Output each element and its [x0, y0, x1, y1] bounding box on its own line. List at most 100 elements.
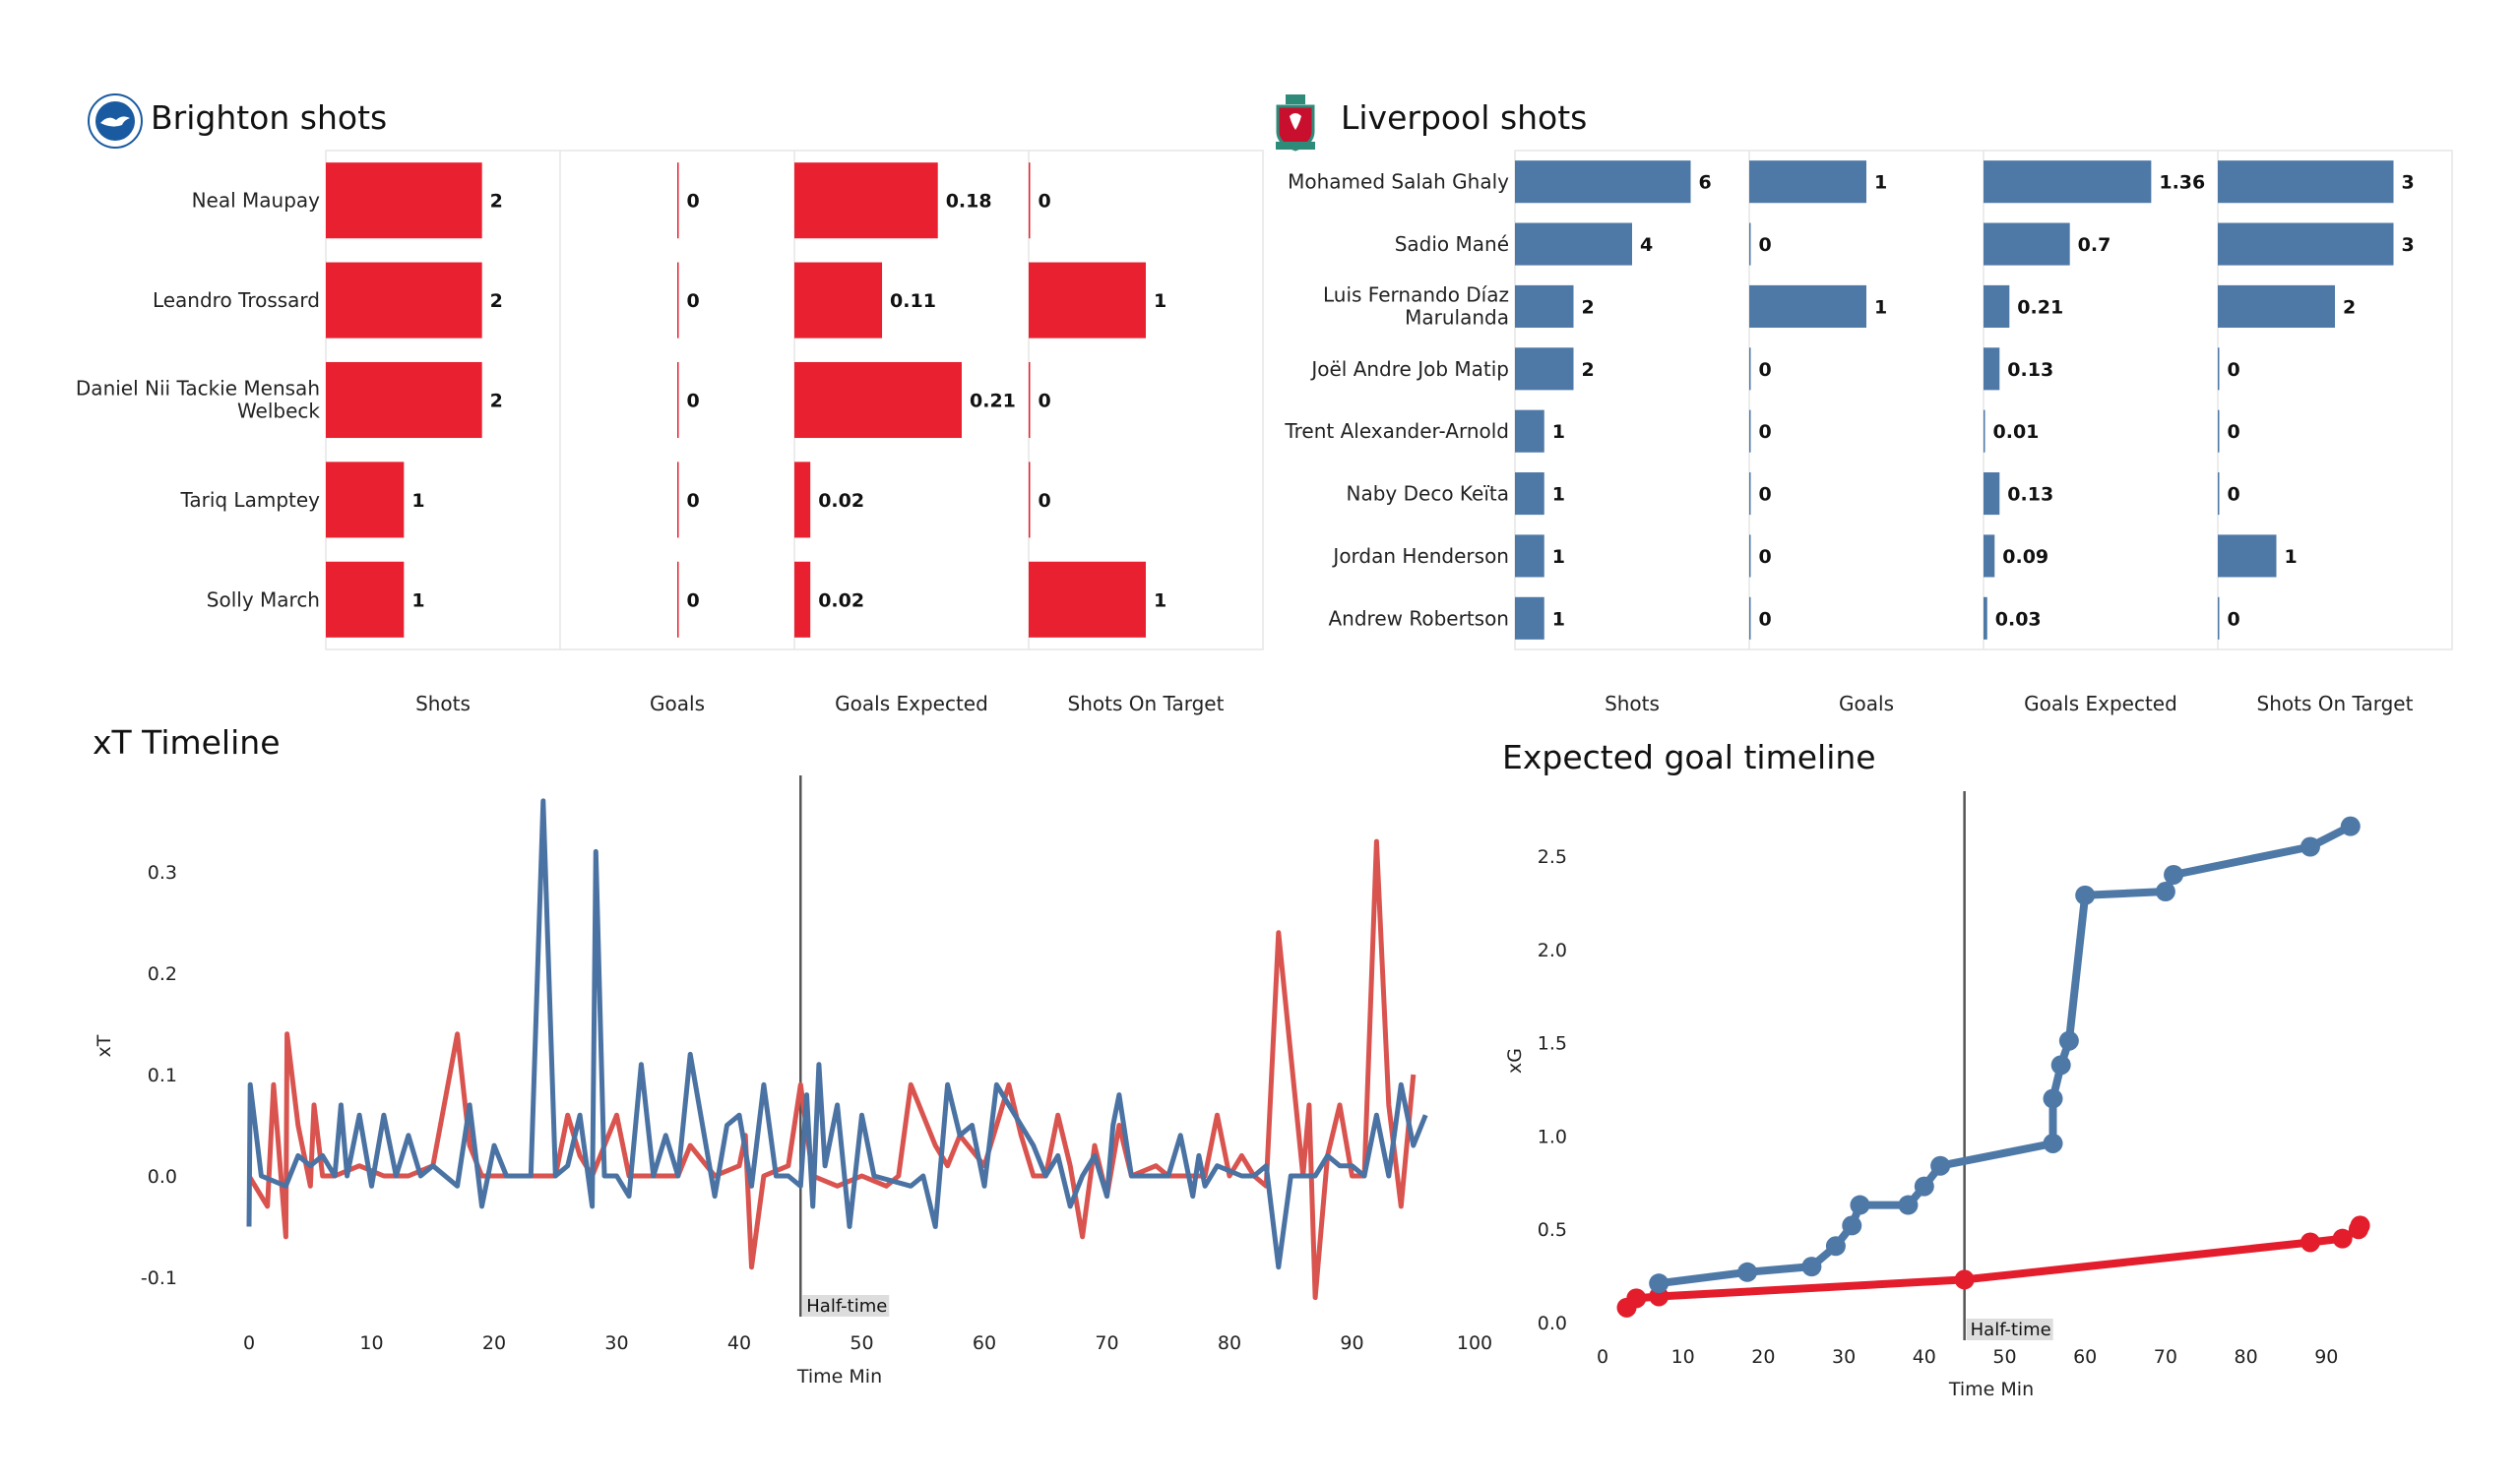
brighton-bar	[677, 162, 679, 239]
liverpool-bar	[1749, 284, 1866, 328]
brighton-bar	[677, 361, 679, 439]
brighton-bar	[1029, 162, 1031, 239]
brighton-bar	[1029, 262, 1146, 339]
brighton-bar	[326, 262, 482, 339]
y-tick-label: 2.0	[1538, 940, 1567, 961]
liverpool-bar	[1749, 160, 1866, 204]
brighton-bar	[1029, 361, 1031, 439]
brighton-bar-value: 2	[490, 191, 503, 213]
brighton-crest-icon	[87, 92, 144, 150]
brighton-bar-value: 0	[687, 290, 700, 312]
liverpool-bar	[1749, 472, 1751, 516]
liverpool-bar-value: 1	[1874, 172, 1887, 194]
liverpool-player-name: Sadio Mané	[1395, 232, 1509, 256]
brighton-bar	[794, 162, 938, 239]
series-line-0	[1623, 1223, 2364, 1311]
liverpool-bar	[1984, 222, 2070, 266]
half-time-label: Half-time	[806, 1296, 887, 1317]
liverpool-bar-value: 1.36	[2159, 172, 2205, 194]
brighton-bar	[794, 361, 962, 439]
liverpool-bar	[1515, 347, 1574, 391]
player-name-line: Daniel Nii Tackie Mensah	[76, 377, 320, 401]
series-point-1	[2050, 1055, 2071, 1076]
brighton-bar	[677, 561, 679, 638]
xg-timeline-title: Expected goal timeline	[1502, 738, 1876, 776]
brighton-bar	[1029, 561, 1146, 638]
liverpool-bar-value: 0	[1759, 421, 1772, 443]
liverpool-bar-value: 0.01	[1993, 421, 2040, 443]
series-point-0	[2300, 1232, 2320, 1253]
y-tick-label: -0.1	[141, 1267, 177, 1289]
liverpool-player-name: Jordan Henderson	[1331, 544, 1509, 568]
liverpool-bar-value: 0.7	[2078, 234, 2111, 256]
series-point-1	[1825, 1236, 1846, 1257]
series-point-1	[1801, 1257, 1822, 1277]
liverpool-crest-icon	[1272, 92, 1319, 154]
brighton-player-name: Neal Maupay	[192, 189, 321, 213]
liverpool-bar	[2218, 596, 2220, 640]
half-time-label-box	[1966, 1319, 2053, 1340]
series-point-1	[2075, 885, 2096, 905]
y-tick-label: 1.0	[1538, 1126, 1567, 1147]
brighton-bar-value: 0	[687, 391, 700, 412]
liverpool-bar-value: 0	[1759, 359, 1772, 381]
player-name-line: Marulanda	[1405, 305, 1509, 329]
series-line-1	[246, 798, 1428, 1270]
brighton-bar-value: 0	[1039, 391, 1051, 412]
brighton-bar-value: 0	[687, 191, 700, 213]
liverpool-bar	[1749, 347, 1751, 391]
brighton-bar-value: 2	[490, 290, 503, 312]
y-tick-label: 2.5	[1538, 846, 1567, 868]
series-point-1	[2043, 1088, 2063, 1109]
liverpool-bar	[2218, 534, 2277, 578]
x-tick-label: 80	[1218, 1332, 1241, 1354]
liverpool-player-name: Luis Fernando Díaz Marulanda	[1323, 282, 1509, 329]
brighton-bar	[794, 462, 811, 538]
half-time-label-box	[802, 1295, 890, 1317]
y-axis-label: xT	[94, 1034, 115, 1057]
brighton-bar-value: 0	[1039, 191, 1051, 213]
brighton-column-label: Goals	[650, 692, 705, 715]
brighton-bar-value: 0.02	[818, 589, 864, 611]
liverpool-bar	[2218, 472, 2220, 516]
liverpool-bar-value: 2	[1582, 359, 1595, 381]
liverpool-player-name: Andrew Robertson	[1329, 606, 1510, 630]
brighton-bar-value: 1	[411, 589, 424, 611]
liverpool-bar	[1749, 409, 1751, 453]
player-name-line: Luis Fernando Díaz	[1323, 282, 1509, 306]
x-tick-label: 90	[2314, 1346, 2338, 1368]
y-tick-label: 0.3	[148, 862, 177, 884]
liverpool-bar	[1515, 284, 1574, 328]
series-point-1	[1930, 1155, 1951, 1176]
liverpool-bar-value: 0	[2228, 484, 2240, 506]
liverpool-bar	[1984, 596, 1987, 640]
liverpool-bar-value: 0	[1759, 546, 1772, 568]
liverpool-column-label: Goals	[1839, 692, 1894, 715]
series-point-0	[2350, 1215, 2370, 1236]
liverpool-column-label: Goals Expected	[2024, 692, 2177, 715]
liverpool-title: Liverpool shots	[1341, 98, 1588, 137]
x-tick-label: 20	[482, 1332, 506, 1354]
liverpool-bar-value: 6	[1699, 172, 1712, 194]
liverpool-bar	[1749, 222, 1751, 266]
brighton-column-label: Shots On Target	[1068, 692, 1225, 715]
liverpool-bar	[1984, 534, 1995, 578]
series-point-1	[2155, 882, 2175, 902]
y-axis-label: xG	[1504, 1048, 1526, 1074]
liverpool-bar-value: 0	[1759, 234, 1772, 256]
y-tick-label: 0.5	[1538, 1219, 1567, 1241]
liverpool-bar-value: 1	[1552, 421, 1565, 443]
liverpool-bar	[2218, 222, 2394, 266]
series-point-1	[1914, 1176, 1934, 1197]
series-point-1	[2164, 864, 2184, 885]
y-tick-label: 0.0	[1538, 1313, 1567, 1334]
liverpool-bar-value: 1	[1552, 484, 1565, 506]
y-tick-label: 0.2	[148, 963, 177, 985]
liverpool-bar	[2218, 284, 2335, 328]
brighton-bar	[1029, 462, 1031, 538]
liverpool-bar-value: 0.13	[2007, 359, 2053, 381]
liverpool-bar-value: 1	[1874, 296, 1887, 318]
liverpool-bar-value: 4	[1640, 234, 1653, 256]
brighton-bar-value: 2	[490, 391, 503, 412]
x-tick-label: 0	[1597, 1346, 1608, 1368]
